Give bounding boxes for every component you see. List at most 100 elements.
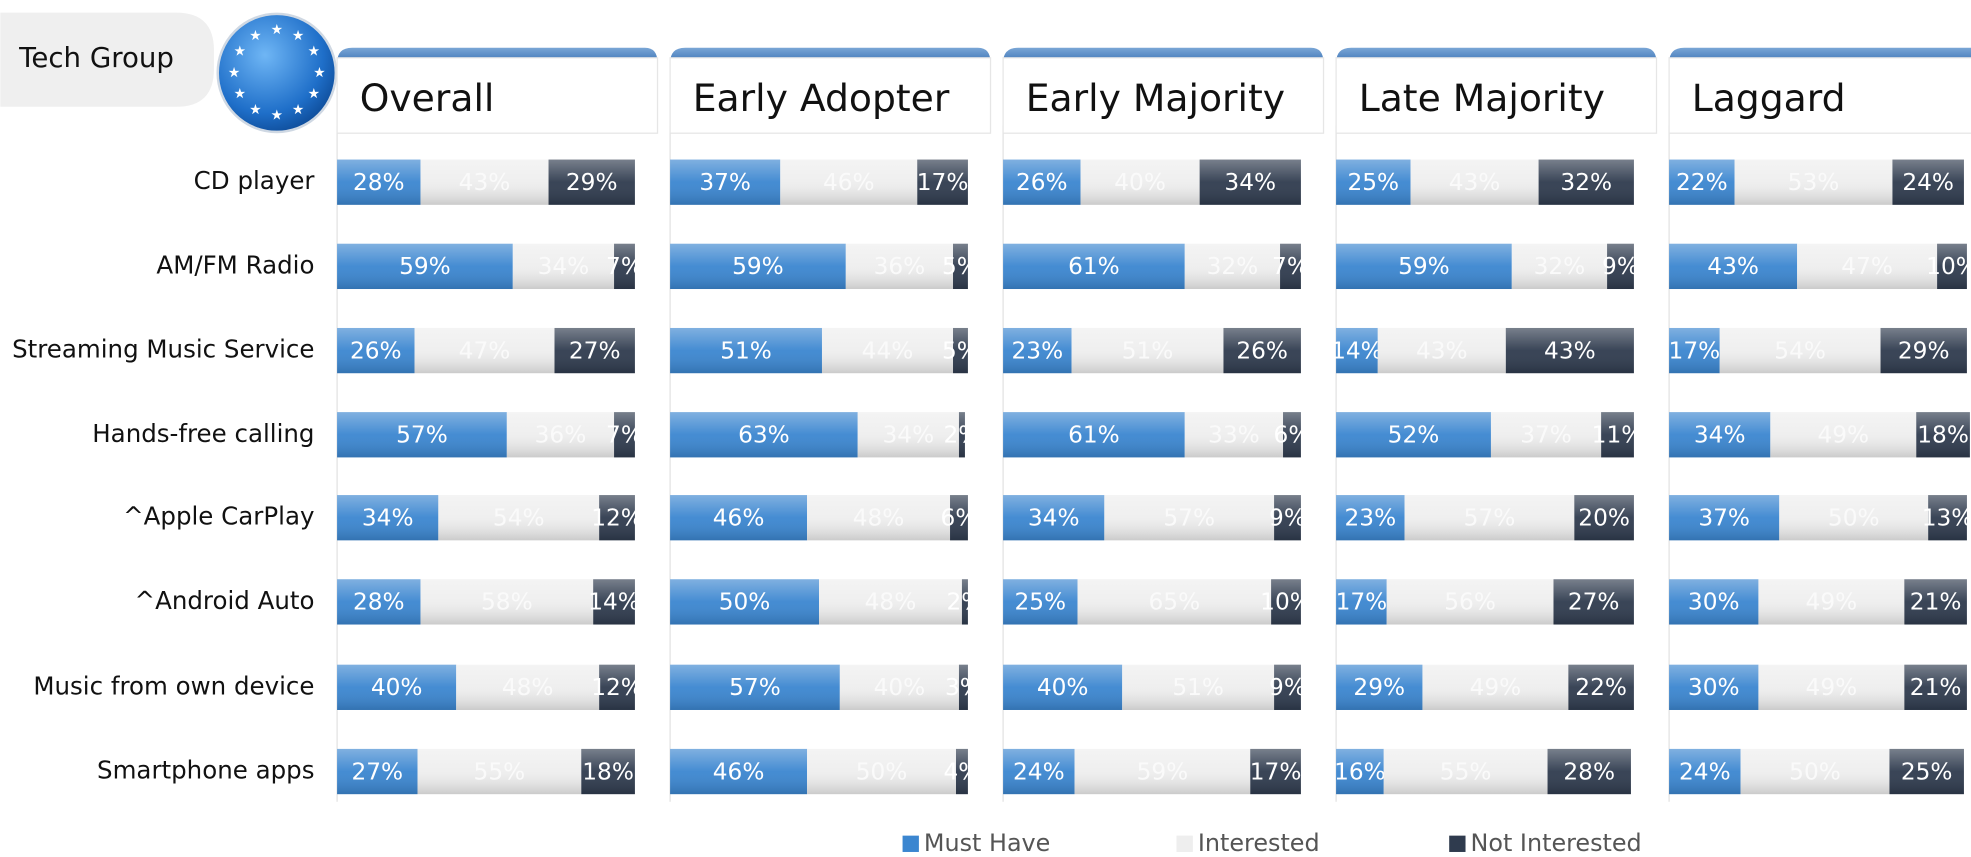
star: ★	[308, 86, 320, 102]
data-label: 55%	[1440, 758, 1492, 785]
data-label: 43%	[1544, 337, 1596, 364]
bar-shine	[1336, 159, 1411, 205]
legend-label: Not Interested	[1471, 829, 1642, 857]
data-label: 10%	[1926, 253, 1971, 280]
bar-shine	[1607, 243, 1634, 290]
group-tab	[0, 12, 214, 107]
bar-shine	[1080, 159, 1200, 205]
data-label: 48%	[502, 674, 554, 701]
bar-shine	[670, 159, 781, 205]
data-label: 40%	[371, 674, 423, 701]
bar-shine	[1074, 748, 1251, 795]
bar-shine	[1104, 495, 1275, 541]
bar-shine	[1797, 243, 1938, 290]
bar-shine	[1274, 664, 1301, 710]
data-label: 23%	[1012, 337, 1064, 364]
bar-shine	[414, 327, 555, 374]
data-label: 40%	[874, 674, 926, 701]
bar-shine	[953, 243, 968, 290]
bar-shine	[1336, 748, 1384, 795]
bar-shine	[1601, 412, 1634, 458]
data-label: 9%	[1602, 253, 1639, 280]
bar-shine	[1669, 243, 1798, 290]
data-label: 50%	[1828, 504, 1880, 531]
data-label: 46%	[713, 504, 765, 531]
data-label: 9%	[1269, 674, 1306, 701]
data-label: 51%	[1172, 674, 1224, 701]
data-label: 49%	[1817, 422, 1869, 449]
bar-shine	[1199, 159, 1301, 205]
data-label: 48%	[865, 589, 917, 616]
bar-shine	[438, 495, 600, 541]
bar-shine	[670, 664, 840, 710]
bar-shine	[1669, 412, 1771, 458]
bar-shine	[1280, 243, 1301, 290]
bar-shine	[1077, 579, 1272, 625]
data-label: 17%	[1669, 337, 1721, 364]
bar-shine	[1740, 748, 1890, 795]
data-label: 57%	[729, 674, 781, 701]
bar-shine	[845, 243, 954, 290]
data-label: 21%	[1910, 674, 1962, 701]
data-label: 25%	[1901, 758, 1953, 785]
bar-shine	[1003, 159, 1081, 205]
bar-shine	[1271, 579, 1301, 625]
bar-shine	[1547, 748, 1631, 795]
data-label: 32%	[1207, 253, 1259, 280]
data-label: 32%	[1560, 169, 1612, 196]
bar-shine	[670, 327, 822, 374]
data-label: 5%	[942, 253, 979, 280]
data-label: 37%	[1698, 504, 1750, 531]
data-label: 40%	[1114, 169, 1166, 196]
bar-shine	[337, 664, 457, 710]
bar-shine	[821, 327, 954, 374]
panel-title: Early Adopter	[693, 76, 950, 120]
bar-shine	[554, 327, 635, 374]
data-label: 17%	[1250, 758, 1302, 785]
data-label: 34%	[362, 504, 414, 531]
data-label: 24%	[1902, 169, 1954, 196]
data-label: 46%	[823, 169, 875, 196]
bar-shine	[1377, 327, 1506, 374]
data-label: 56%	[1444, 589, 1496, 616]
bar-shine	[1937, 243, 1967, 290]
bar-shine	[599, 495, 635, 541]
data-label: 20%	[1578, 504, 1630, 531]
bar-shine	[1336, 579, 1387, 625]
panel-header	[669, 57, 992, 134]
star: ★	[234, 44, 246, 60]
bar-shine	[614, 412, 635, 458]
data-label: 26%	[1236, 337, 1288, 364]
data-label: 21%	[1910, 589, 1962, 616]
data-label: 61%	[1068, 253, 1120, 280]
bar-shine	[1779, 495, 1929, 541]
panel-header	[1002, 57, 1325, 134]
bar-shine	[1122, 664, 1275, 710]
data-label: 26%	[350, 337, 402, 364]
data-label: 22%	[1676, 169, 1728, 196]
star: ★	[308, 44, 320, 60]
data-label: 37%	[699, 169, 751, 196]
bar-shine	[1505, 327, 1634, 374]
bar-shine	[1386, 579, 1554, 625]
bar-shine	[548, 159, 635, 205]
data-label: 51%	[720, 337, 772, 364]
bar-shine	[670, 412, 858, 458]
data-label: 43%	[1416, 337, 1468, 364]
bar-shine	[958, 412, 965, 458]
data-label: 34%	[1224, 169, 1276, 196]
data-label: 43%	[1707, 253, 1759, 280]
bar-shine	[839, 664, 959, 710]
bar-shine	[456, 664, 600, 710]
data-label: 6%	[1274, 422, 1311, 449]
star: ★	[249, 102, 261, 118]
data-label: 27%	[1568, 589, 1620, 616]
bar-shine	[1669, 748, 1741, 795]
data-label: 59%	[732, 253, 784, 280]
bar-shine	[807, 748, 956, 795]
data-label: 2%	[946, 589, 983, 616]
star: ★	[313, 65, 325, 81]
globe-icon	[216, 12, 338, 134]
data-label: 49%	[1806, 674, 1858, 701]
bar-shine	[1404, 495, 1575, 541]
